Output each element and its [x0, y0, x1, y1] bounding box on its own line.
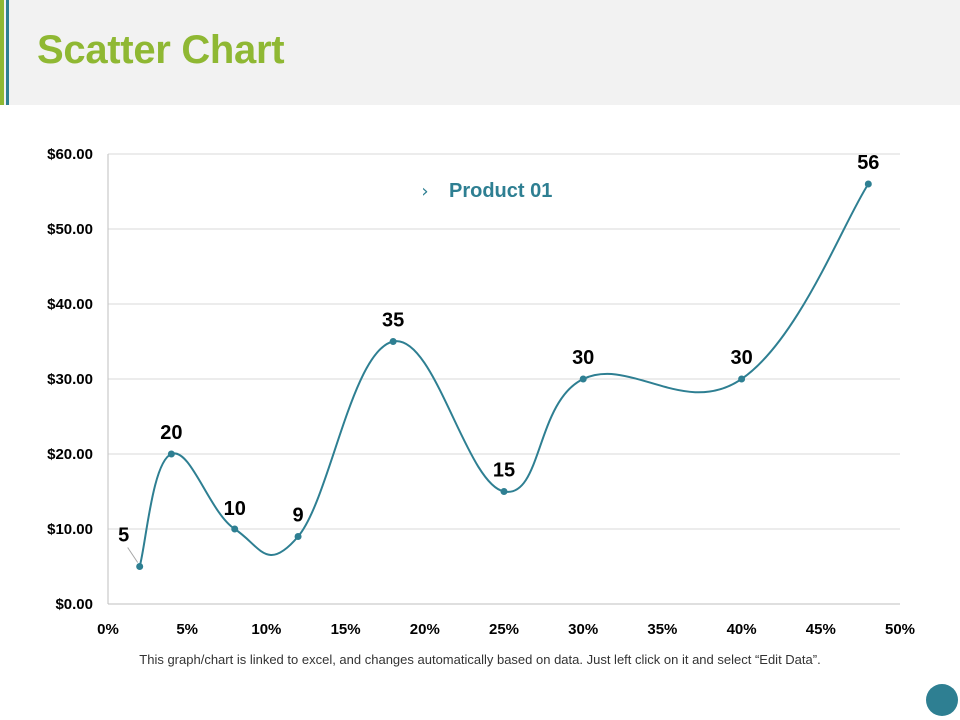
- data-point[interactable]: [500, 488, 508, 495]
- x-tick-label: 35%: [647, 621, 677, 638]
- accent-bar-green: [0, 0, 4, 105]
- data-point[interactable]: [231, 525, 239, 533]
- x-tick-label: 30%: [568, 621, 598, 638]
- accent-bar-blue: [6, 0, 9, 105]
- data-point[interactable]: [579, 375, 587, 383]
- x-tick-label: 50%: [885, 621, 915, 638]
- series-line-product-01[interactable]: [138, 183, 870, 567]
- y-tick-label: $20.00: [47, 446, 93, 463]
- corner-dot-decoration: [926, 684, 958, 716]
- data-label-leader: [127, 547, 139, 563]
- legend-marker-icon: ›: [421, 181, 428, 202]
- y-tick-label: $10.00: [47, 521, 93, 538]
- x-tick-label: 25%: [489, 621, 519, 638]
- data-point[interactable]: [389, 338, 397, 345]
- y-tick-label: $60.00: [47, 146, 93, 163]
- data-label: 5: [118, 525, 129, 547]
- data-point[interactable]: [864, 180, 872, 188]
- data-label: 30: [572, 347, 594, 369]
- data-point[interactable]: [738, 375, 746, 383]
- data-label: 10: [224, 498, 246, 520]
- page-title: Scatter Chart: [37, 28, 285, 72]
- x-tick-label: 5%: [176, 621, 198, 638]
- data-point[interactable]: [167, 450, 175, 458]
- data-label: 20: [160, 422, 182, 444]
- footnote: This graph/chart is linked to excel, and…: [139, 652, 821, 667]
- x-tick-label: 20%: [410, 621, 440, 638]
- data-point[interactable]: [294, 533, 302, 540]
- x-tick-label: 15%: [331, 621, 361, 638]
- legend-entry-product-01: Product 01: [449, 180, 552, 202]
- x-tick-label: 0%: [97, 621, 119, 638]
- y-tick-label: $0.00: [55, 596, 93, 613]
- y-tick-label: $50.00: [47, 221, 93, 238]
- data-label: 56: [857, 152, 879, 174]
- data-label: 30: [730, 347, 752, 369]
- x-tick-label: 40%: [727, 621, 757, 638]
- x-tick-label: 10%: [251, 621, 281, 638]
- data-label: 9: [293, 505, 304, 527]
- y-tick-label: $40.00: [47, 296, 93, 313]
- header-band: Scatter Chart: [0, 0, 960, 105]
- data-point[interactable]: [136, 563, 144, 570]
- data-label: 35: [382, 310, 404, 332]
- x-tick-label: 45%: [806, 621, 836, 638]
- data-label: 15: [493, 460, 515, 482]
- y-tick-label: $30.00: [47, 371, 93, 388]
